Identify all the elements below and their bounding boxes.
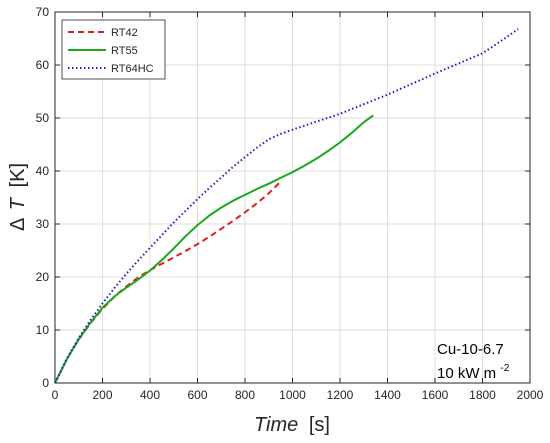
x-tick-label: 1800 [469,388,496,402]
x-axis-title-unit: [s] [309,414,330,436]
legend-label-rt55: RT55 [111,45,138,57]
heat-flux-annotation: 10 kW m -2 [437,363,510,382]
y-tick-label: 70 [36,5,50,19]
heat-flux-exponent: -2 [500,363,509,374]
x-tick-label: 200 [92,388,112,402]
x-tick-label: 0 [52,388,59,402]
x-tick-label: 600 [187,388,207,402]
y-tick-label: 10 [36,323,50,337]
legend-label-rt64hc: RT64HC [111,63,154,75]
y-axis-title: Δ T [K] [7,163,29,231]
y-tick-label: 0 [42,376,49,390]
y-axis-title-unit: [K] [7,163,29,187]
series-lines [54,28,519,384]
x-tick-label: 2000 [517,388,544,402]
x-tick-label: 1600 [422,388,449,402]
y-tick-label: 60 [36,58,50,72]
legend-label-rt42: RT42 [111,27,138,39]
series-line-rt55 [54,114,374,384]
heat-flux-text: 10 kW m [437,365,496,382]
y-tick-label: 20 [36,270,50,284]
x-tick-label: 400 [140,388,160,402]
y-tick-label: 30 [36,217,50,231]
x-tick-label: 1000 [279,388,306,402]
legend: RT42 RT55 RT64HC [61,19,166,80]
x-tick-label: 800 [235,388,255,402]
x-tick-label: 1200 [327,388,354,402]
x-axis-title: Time [s] [254,414,330,436]
axis-ticks: 0 200 400 600 800 1000 1200 1400 1600 1800 2000 0 10… [36,5,544,402]
x-tick-label: 1400 [374,388,401,402]
grid-lines [55,12,530,383]
y-tick-label: 50 [36,111,50,125]
y-axis-title-var: T [7,196,29,210]
y-axis-title-symbol: Δ [7,218,29,231]
x-axis-title-var: Time [254,414,298,436]
y-tick-label: 40 [36,164,50,178]
sample-annotation: Cu-10-6.7 [437,341,504,358]
